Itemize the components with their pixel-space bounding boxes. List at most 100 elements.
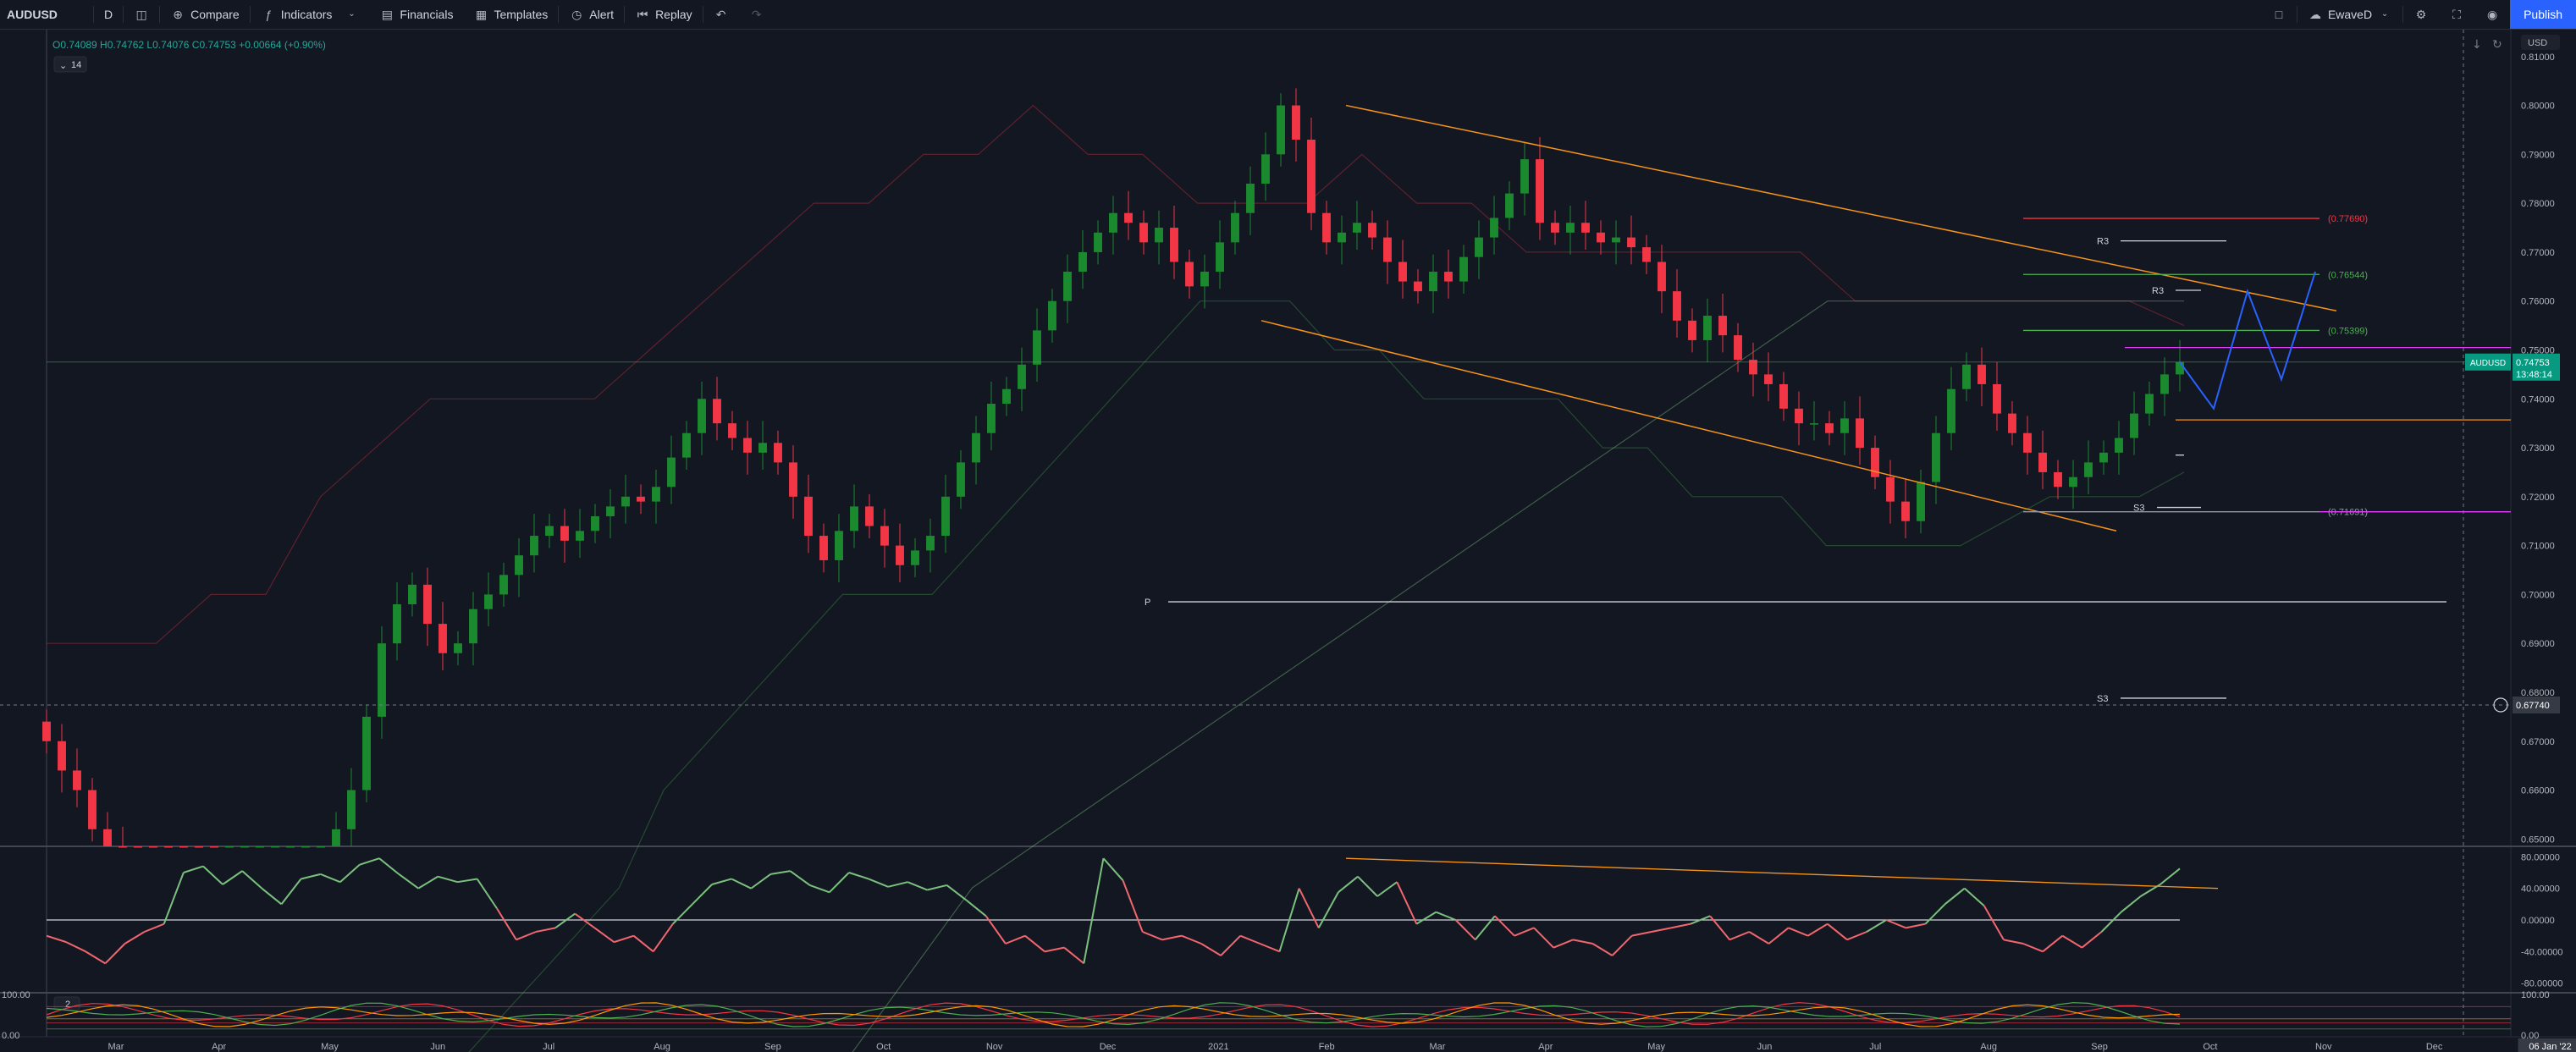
rsi-segment <box>398 873 419 890</box>
rsi-segment <box>1651 927 1672 933</box>
auto-scale-icon[interactable]: ↻ <box>2492 38 2502 52</box>
candle-body <box>1398 262 1407 282</box>
compare-button[interactable]: ⊕ Compare <box>160 0 250 29</box>
rsi-segment <box>1239 934 1260 945</box>
rsi-segment <box>692 884 713 906</box>
financials-button[interactable]: ▤ Financials <box>369 0 463 29</box>
candle-body <box>73 770 81 790</box>
rsi-segment <box>104 943 126 965</box>
candle-body <box>2145 394 2154 414</box>
templates-icon: ▦ <box>475 8 488 21</box>
candle-body <box>1795 408 1803 424</box>
layout-select-button[interactable]: □ <box>2261 0 2297 29</box>
fullscreen-button[interactable]: ⛶ <box>2439 0 2474 29</box>
elliott-projection-path <box>2179 271 2316 411</box>
rsi-segment <box>1122 879 1144 933</box>
rsi-segment <box>476 878 498 909</box>
channel-lower-line <box>1260 320 2117 532</box>
candle-body <box>1520 159 1529 194</box>
candle-body <box>1155 228 1163 243</box>
rsi-segment <box>554 912 576 929</box>
rsi-tick-label: -40.00000 <box>2521 947 2563 957</box>
indicators-button[interactable]: ƒ Indicators ⌄ <box>251 0 370 29</box>
candle-body <box>1642 247 1651 262</box>
current-price-tag <box>2513 353 2560 381</box>
chevron-down-icon[interactable]: ⌄ <box>2380 9 2389 19</box>
rsi-tick-label: 40.00000 <box>2521 884 2560 895</box>
rsi-segment <box>1885 919 1906 929</box>
candle-body <box>1383 237 1392 262</box>
time-tick-label: Jul <box>1869 1042 1881 1052</box>
crosshair-price-tag <box>2513 697 2560 714</box>
chart-type-button[interactable]: ◫ <box>124 0 159 29</box>
candle-body <box>987 404 996 433</box>
templates-button[interactable]: ▦ Templates <box>463 0 558 29</box>
pivot-level-label: S3 <box>2133 504 2144 514</box>
candle-body <box>2038 452 2047 472</box>
candle-body <box>1139 223 1148 243</box>
cloud-icon: ☁ <box>2308 8 2321 21</box>
candle-body <box>1627 237 1636 248</box>
countdown-label: 13:48:14 <box>2516 370 2552 380</box>
toolbar-right-group: □ ☁ EwaveD ⌄ ⚙ ⛶ ◉ Publish <box>2261 0 2576 29</box>
rsi-segment <box>1181 934 1202 945</box>
candle-body <box>1658 262 1666 292</box>
rsi-segment <box>1514 927 1535 937</box>
redo-icon: ↷ <box>751 8 762 21</box>
interval-button[interactable]: D <box>94 0 123 29</box>
indicator-collapse-button[interactable] <box>53 56 87 73</box>
rsi-segment <box>1024 934 1045 953</box>
toolbar-divider <box>159 6 161 23</box>
snapshot-button[interactable]: ◉ <box>2474 0 2510 29</box>
save-layout-button[interactable]: ☁ EwaveD ⌄ <box>2297 0 2402 29</box>
price-tick-label: 0.68000 <box>2521 688 2555 698</box>
currency-button[interactable] <box>2521 35 2560 50</box>
candle-body <box>896 545 904 565</box>
chevron-down-icon[interactable]: ⌄ <box>348 9 356 19</box>
candle-body <box>1063 272 1072 301</box>
candle-body <box>880 526 889 546</box>
add-alert-icon <box>2493 697 2508 713</box>
moving-average <box>852 300 2184 1052</box>
channel-upper-line <box>1345 104 2337 311</box>
candle-body <box>865 506 874 526</box>
rsi-segment <box>809 884 830 894</box>
lower-tick-label-left: 100.00 <box>2 990 30 1000</box>
candle-body <box>560 526 569 541</box>
candle-body <box>591 515 599 532</box>
rsi-segment <box>144 923 165 933</box>
current-price-label: 0.74753 <box>2516 358 2550 368</box>
publish-button[interactable]: Publish <box>2510 0 2576 29</box>
undo-button[interactable]: ↶ <box>703 0 739 29</box>
rsi-segment <box>457 878 477 884</box>
rsi-segment <box>574 912 595 929</box>
rsi-segment <box>1591 943 1613 956</box>
chart-background <box>0 30 2576 1052</box>
layout-name-label: EwaveD <box>2327 8 2373 21</box>
rsi-segment <box>848 872 869 880</box>
rsi-segment <box>163 872 185 925</box>
candle-body <box>1825 423 1834 433</box>
candle-body <box>1307 140 1316 213</box>
price-tick-label: 0.69000 <box>2521 639 2555 649</box>
scroll-to-latest-icon[interactable]: ↓ <box>2472 38 2482 52</box>
rsi-segment <box>222 870 243 885</box>
financials-label: Financials <box>400 8 454 21</box>
candle-body <box>1612 237 1620 243</box>
symbol-search-button[interactable]: AUDUSD <box>0 0 93 29</box>
rsi-segment <box>614 934 634 944</box>
chart-canvas[interactable]: O0.74089 H0.74762 L0.74076 C0.74753 +0.0… <box>0 30 2576 1052</box>
candle-body <box>1246 184 1255 213</box>
rsi-segment <box>535 927 556 933</box>
settings-button[interactable]: ⚙ <box>2403 0 2439 29</box>
camera-icon: ◉ <box>2486 8 2498 21</box>
candle-body <box>378 643 386 717</box>
templates-label: Templates <box>494 8 549 21</box>
replay-button[interactable]: ⏮ Replay <box>625 0 703 29</box>
replay-icon: ⏮ <box>637 8 648 21</box>
redo-button[interactable]: ↷ <box>739 0 775 29</box>
rsi-segment <box>183 865 204 873</box>
rsi-segment <box>2160 867 2181 885</box>
alert-button[interactable]: ◷ Alert <box>559 0 624 29</box>
